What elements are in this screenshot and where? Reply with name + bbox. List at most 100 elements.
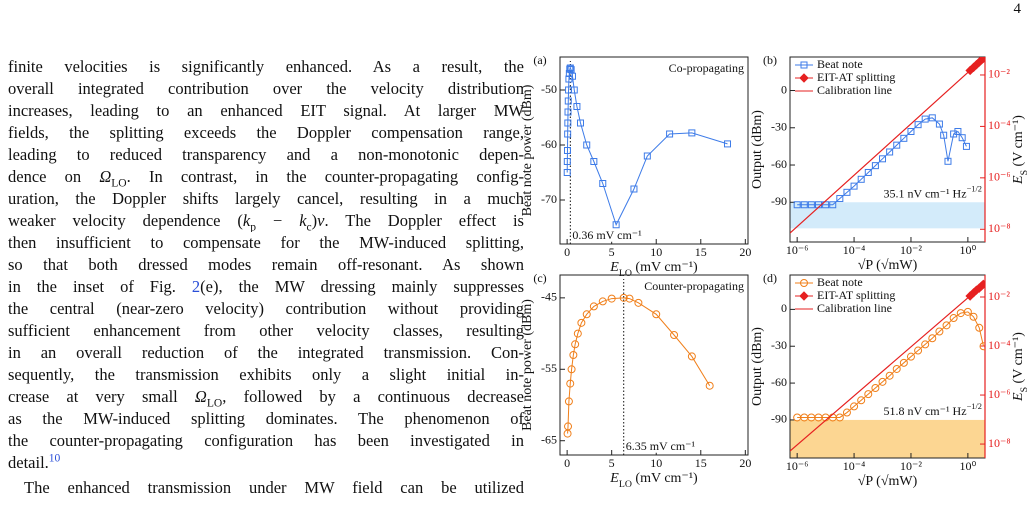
text-line: in an overall reduction of the integrate… bbox=[8, 342, 524, 364]
series-line bbox=[567, 297, 711, 434]
x-tick-label: 20 bbox=[739, 456, 751, 470]
marker bbox=[935, 120, 943, 128]
text-run: LO bbox=[111, 177, 127, 188]
text-line: so that both dressed modes remain off-re… bbox=[8, 254, 524, 276]
marker bbox=[829, 201, 837, 209]
label-bg bbox=[571, 227, 644, 242]
marker bbox=[607, 294, 616, 303]
marker bbox=[906, 352, 915, 361]
text-run: the counter-propagating configuration ha… bbox=[8, 431, 524, 450]
marker bbox=[577, 318, 586, 327]
marker bbox=[950, 130, 958, 138]
marker bbox=[969, 312, 978, 321]
y-tick-label: -60 bbox=[771, 157, 787, 171]
marker bbox=[705, 381, 714, 390]
text-run: . In contrast, in the counter-propagatin… bbox=[126, 167, 524, 186]
text-line: weaker velocity dependence (kp − kc)v. T… bbox=[8, 210, 524, 232]
text-line: fields, the splitting exceeds the Dopple… bbox=[8, 122, 524, 144]
marker bbox=[928, 334, 937, 343]
text-line: increases, leading to an enhanced EIT si… bbox=[8, 100, 524, 122]
marker bbox=[836, 195, 844, 203]
marker bbox=[958, 134, 966, 142]
text-run: (mV cm⁻¹) bbox=[632, 260, 698, 275]
text-run: 51.8 nV cm⁻¹ Hz bbox=[884, 404, 967, 418]
y-tick-label: -60 bbox=[541, 137, 557, 151]
y-axis-label: Beat note power (dBm) bbox=[520, 299, 535, 431]
series-line bbox=[566, 66, 728, 227]
x-tick-label: 10⁻² bbox=[900, 243, 922, 257]
marker bbox=[800, 201, 808, 209]
marker bbox=[670, 331, 679, 339]
text-run: The enhanced transmission under MW field… bbox=[24, 478, 524, 497]
y2-axis-label: ES (V cm⁻¹) bbox=[1011, 332, 1029, 402]
text-run: ) bbox=[311, 211, 318, 230]
marker bbox=[885, 371, 894, 380]
y2-tick-label: 10⁻² bbox=[988, 289, 1010, 303]
text-run: −1/2 bbox=[967, 185, 982, 194]
marker bbox=[799, 291, 809, 301]
marker bbox=[963, 307, 972, 316]
y2-tick-label: 10⁻⁶ bbox=[988, 170, 1011, 184]
text-run: LO bbox=[206, 397, 223, 408]
text-run: −1/2 bbox=[967, 402, 982, 411]
marker bbox=[564, 119, 572, 127]
marker bbox=[835, 413, 844, 422]
x-tick-label: 10⁻² bbox=[900, 459, 922, 473]
marker bbox=[563, 158, 571, 165]
marker bbox=[886, 148, 894, 156]
y2-tick-label: 10⁻⁴ bbox=[988, 338, 1011, 352]
text-run: fields, the splitting exceeds the Dopple… bbox=[8, 123, 524, 142]
text-run: as the MW-induced splitting dominates. T… bbox=[8, 409, 524, 428]
marker bbox=[935, 327, 944, 336]
series-line bbox=[790, 282, 985, 452]
x-tick-label: 10⁻⁶ bbox=[786, 459, 809, 473]
marker bbox=[857, 175, 865, 183]
marker bbox=[807, 201, 815, 209]
y-tick-label: -50 bbox=[541, 82, 557, 96]
text-run: 35.1 nV cm⁻¹ Hz bbox=[884, 186, 967, 200]
text-line: sufficient enhancement from other veloci… bbox=[8, 320, 524, 342]
text-run: dence on bbox=[8, 167, 100, 186]
y-tick-label: -90 bbox=[771, 194, 787, 208]
panel-title: Counter-propagating bbox=[644, 279, 744, 293]
series bbox=[790, 282, 985, 452]
annotation: 51.8 nV cm⁻¹ Hz−1/2 bbox=[884, 402, 982, 417]
marker bbox=[944, 157, 952, 165]
marker bbox=[942, 321, 951, 330]
y-tick-label: -30 bbox=[771, 120, 787, 134]
legend-label: Calibration line bbox=[817, 83, 892, 97]
legend-label: Beat note bbox=[817, 57, 863, 71]
marker bbox=[928, 114, 936, 122]
series bbox=[793, 114, 970, 209]
marker bbox=[892, 364, 901, 373]
text-run: weaker velocity dependence ( bbox=[8, 211, 243, 230]
panel-label: (a) bbox=[533, 53, 546, 67]
marker bbox=[871, 383, 880, 392]
panel-title: Co-propagating bbox=[669, 61, 744, 75]
legend-label: EIT-AT splitting bbox=[817, 70, 895, 84]
panel-label: (d) bbox=[763, 271, 777, 285]
marker bbox=[940, 131, 948, 139]
series-line bbox=[797, 117, 967, 206]
marker bbox=[566, 64, 574, 72]
x-tick-label: 10⁻⁴ bbox=[843, 243, 866, 257]
y-tick-label: 0 bbox=[781, 301, 787, 315]
text-run: then insufficient to compensate for the … bbox=[8, 233, 524, 252]
text-run: crease at very small bbox=[8, 387, 195, 406]
text-run: Ω bbox=[99, 167, 112, 186]
panel-label: (c) bbox=[533, 271, 546, 285]
marker bbox=[843, 188, 851, 196]
x-tick-label: 10⁻⁶ bbox=[786, 243, 809, 257]
y2-tick-label: 10⁻² bbox=[988, 67, 1010, 81]
text-run: (mV cm⁻¹) bbox=[632, 471, 698, 486]
y2-tick-label: 10⁻⁸ bbox=[988, 221, 1011, 235]
marker bbox=[599, 180, 607, 187]
label-bg bbox=[624, 438, 697, 453]
series-line bbox=[790, 57, 985, 234]
y-tick-label: 0 bbox=[781, 82, 787, 96]
marker bbox=[800, 61, 808, 69]
marker bbox=[564, 130, 572, 138]
annotation: 35.1 nV cm⁻¹ Hz−1/2 bbox=[884, 185, 982, 200]
text-run: sufficient enhancement from other veloci… bbox=[8, 321, 524, 340]
marker bbox=[652, 310, 661, 319]
